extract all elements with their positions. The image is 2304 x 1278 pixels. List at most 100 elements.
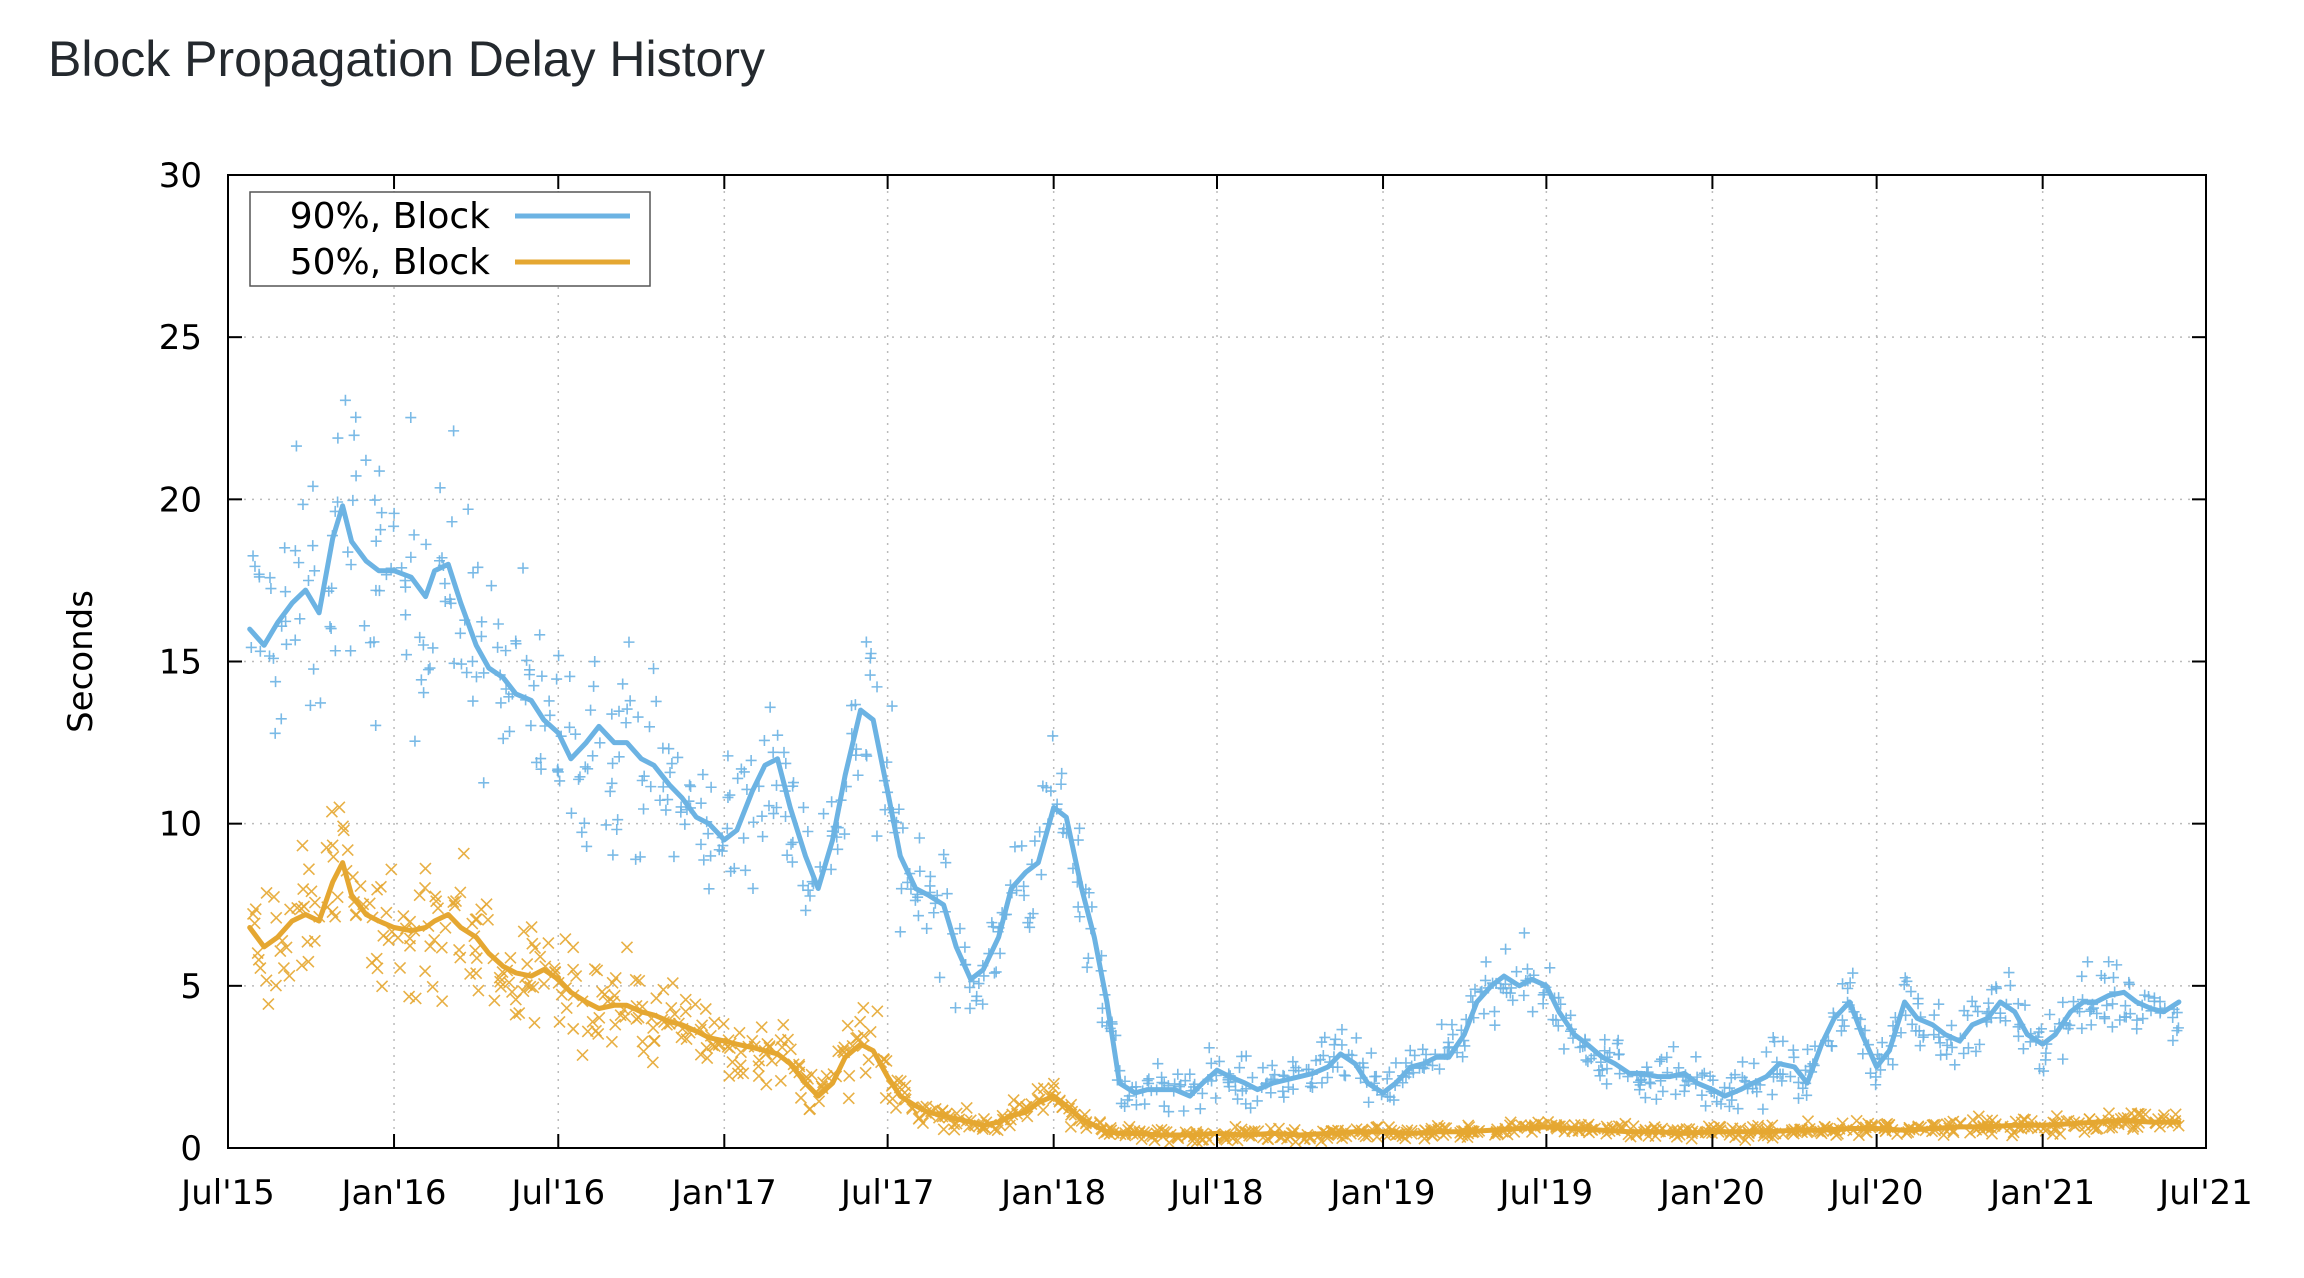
point-50pct xyxy=(854,1015,867,1028)
point-50pct xyxy=(419,862,432,875)
point-90pct xyxy=(1711,1096,1723,1108)
point-90pct xyxy=(308,565,320,577)
point-90pct xyxy=(1723,1100,1735,1112)
point-90pct xyxy=(1707,1074,1719,1086)
point-90pct xyxy=(1521,963,1533,975)
point-90pct xyxy=(1777,1068,1789,1080)
point-90pct xyxy=(1282,1081,1294,1093)
point-90pct xyxy=(630,853,642,865)
point-90pct xyxy=(1196,1087,1208,1099)
point-90pct xyxy=(912,910,924,922)
point-90pct xyxy=(1777,1035,1789,1047)
point-90pct xyxy=(1962,1042,1974,1054)
point-50pct xyxy=(586,1015,599,1028)
point-90pct xyxy=(405,551,417,563)
point-50pct xyxy=(609,1018,622,1031)
point-90pct xyxy=(758,734,770,746)
point-90pct xyxy=(2172,1022,2184,1034)
point-50pct xyxy=(620,941,634,954)
grid xyxy=(228,175,2206,1148)
point-50pct xyxy=(647,1034,661,1048)
point-90pct xyxy=(445,597,457,609)
line-90pct-block xyxy=(247,503,2182,1099)
point-90pct xyxy=(2057,996,2069,1008)
point-50pct xyxy=(567,941,580,954)
point-90pct xyxy=(492,641,504,653)
point-50pct xyxy=(886,1092,899,1105)
point-90pct xyxy=(871,830,883,842)
point-90pct xyxy=(644,721,656,733)
point-90pct xyxy=(326,582,338,594)
point-90pct xyxy=(1158,1100,1170,1112)
point-90pct xyxy=(913,832,925,844)
point-90pct xyxy=(325,623,337,635)
point-90pct xyxy=(679,818,691,830)
point-50pct xyxy=(665,1001,678,1014)
point-50pct xyxy=(1064,1120,1077,1133)
point-50pct xyxy=(447,896,460,909)
point-50pct xyxy=(2078,1125,2091,1138)
point-90pct xyxy=(1933,998,1945,1010)
point-90pct xyxy=(1156,1077,1168,1089)
point-90pct xyxy=(832,843,844,855)
point-90pct xyxy=(2076,1022,2088,1034)
point-90pct xyxy=(1580,1054,1592,1066)
point-90pct xyxy=(1400,1057,1412,1069)
point-90pct xyxy=(780,810,792,822)
x-tick-label: Jul'21 xyxy=(2157,1173,2253,1213)
point-50pct xyxy=(871,1005,884,1018)
point-90pct xyxy=(1319,1031,1331,1043)
point-50pct xyxy=(260,886,273,900)
point-90pct xyxy=(2106,1021,2118,1033)
point-90pct xyxy=(1363,1096,1375,1108)
point-90pct xyxy=(1729,1069,1741,1081)
point-90pct xyxy=(941,888,953,900)
point-90pct xyxy=(2148,995,2160,1007)
point-90pct xyxy=(2085,1003,2097,1015)
point-90pct xyxy=(860,748,872,760)
point-90pct xyxy=(1837,978,1849,990)
point-90pct xyxy=(332,496,344,508)
point-90pct xyxy=(611,824,623,836)
point-50pct xyxy=(393,961,407,974)
point-50pct xyxy=(765,1054,778,1067)
point-90pct xyxy=(1553,992,1565,1004)
y-tick-label: 30 xyxy=(159,156,202,196)
point-90pct xyxy=(1489,1006,1500,1018)
point-50pct xyxy=(488,994,501,1007)
point-90pct xyxy=(1928,1029,1940,1041)
point-90pct xyxy=(589,656,601,668)
point-90pct xyxy=(1737,1056,1749,1068)
point-90pct xyxy=(971,990,983,1002)
point-90pct xyxy=(569,728,581,740)
point-90pct xyxy=(607,849,619,861)
y-tick-label: 15 xyxy=(159,643,202,683)
point-90pct xyxy=(400,609,412,621)
point-90pct xyxy=(2167,1011,2179,1023)
point-90pct xyxy=(786,856,798,868)
point-50pct xyxy=(509,1008,522,1021)
point-90pct xyxy=(307,540,319,552)
point-90pct xyxy=(1601,1078,1613,1090)
point-50pct xyxy=(308,896,321,909)
point-90pct xyxy=(1480,956,1492,968)
point-50pct xyxy=(576,1049,589,1062)
point-90pct xyxy=(695,838,707,850)
point-50pct xyxy=(2139,1108,2152,1121)
point-90pct xyxy=(1912,998,1924,1010)
point-90pct xyxy=(1657,1085,1669,1097)
point-90pct xyxy=(376,507,388,519)
point-90pct xyxy=(2095,969,2107,981)
point-90pct xyxy=(638,770,650,782)
point-90pct xyxy=(1552,1020,1564,1032)
point-50pct xyxy=(454,951,467,964)
point-90pct xyxy=(497,733,509,745)
point-50pct xyxy=(717,1017,730,1031)
point-50pct xyxy=(470,951,483,965)
point-50pct xyxy=(646,1056,659,1069)
point-90pct xyxy=(1614,1068,1626,1080)
point-50pct xyxy=(776,1041,789,1054)
point-50pct xyxy=(517,985,530,998)
point-50pct xyxy=(1229,1120,1242,1133)
point-90pct xyxy=(1641,1061,1653,1073)
